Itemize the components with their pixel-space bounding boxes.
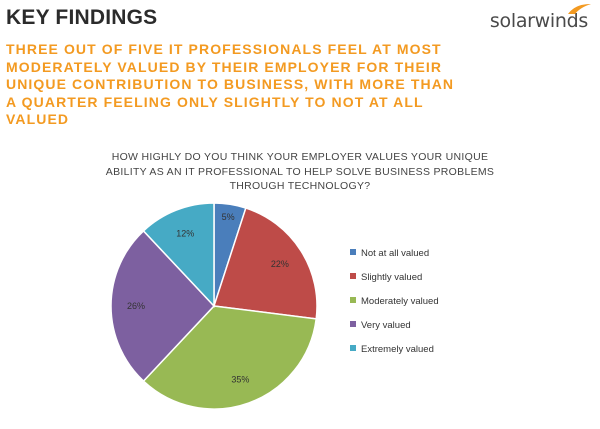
pie-slice-very-valued	[110, 229, 216, 383]
headline: THREE OUT OF FIVE IT PROFESSIONALS FEEL …	[6, 41, 455, 127]
legend-label: Slightly valued	[361, 272, 423, 283]
legend-swatch	[350, 297, 356, 304]
legend-item: Slightly valued	[350, 272, 422, 283]
legend-label: Not at all valued	[361, 248, 430, 259]
brand-mark-icon	[568, 4, 591, 14]
legend-item: Moderately valued	[350, 296, 439, 307]
brand-name: solarwinds	[489, 10, 588, 32]
legend-item: Extremely valued	[350, 344, 434, 355]
legend-label: Moderately valued	[361, 296, 439, 307]
chart-title: HOW HIGHLY DO YOU THINK YOUR EMPLOYER VA…	[105, 151, 495, 192]
pie-data-label: 26%	[127, 301, 145, 311]
pie-slice-moderately-valued	[142, 305, 318, 410]
pie-slice-slightly-valued	[213, 207, 318, 320]
legend-swatch	[350, 321, 356, 328]
legend-item: Very valued	[350, 320, 411, 331]
pie-data-label: 5%	[222, 212, 235, 222]
legend-swatch	[350, 249, 356, 256]
pie-data-label: 12%	[176, 228, 194, 238]
legend-label: Very valued	[361, 320, 411, 331]
legend-item: Not at all valued	[350, 248, 429, 259]
page-title: KEY FINDINGS	[6, 6, 158, 29]
legend-swatch	[350, 345, 356, 352]
pie-slice-extremely-valued	[142, 202, 215, 308]
brand-logo: solarwinds	[490, 10, 588, 32]
pie-data-label: 22%	[271, 259, 289, 269]
legend-label: Extremely valued	[361, 344, 434, 355]
legend-swatch	[350, 273, 356, 280]
pie-data-label: 35%	[231, 374, 249, 384]
